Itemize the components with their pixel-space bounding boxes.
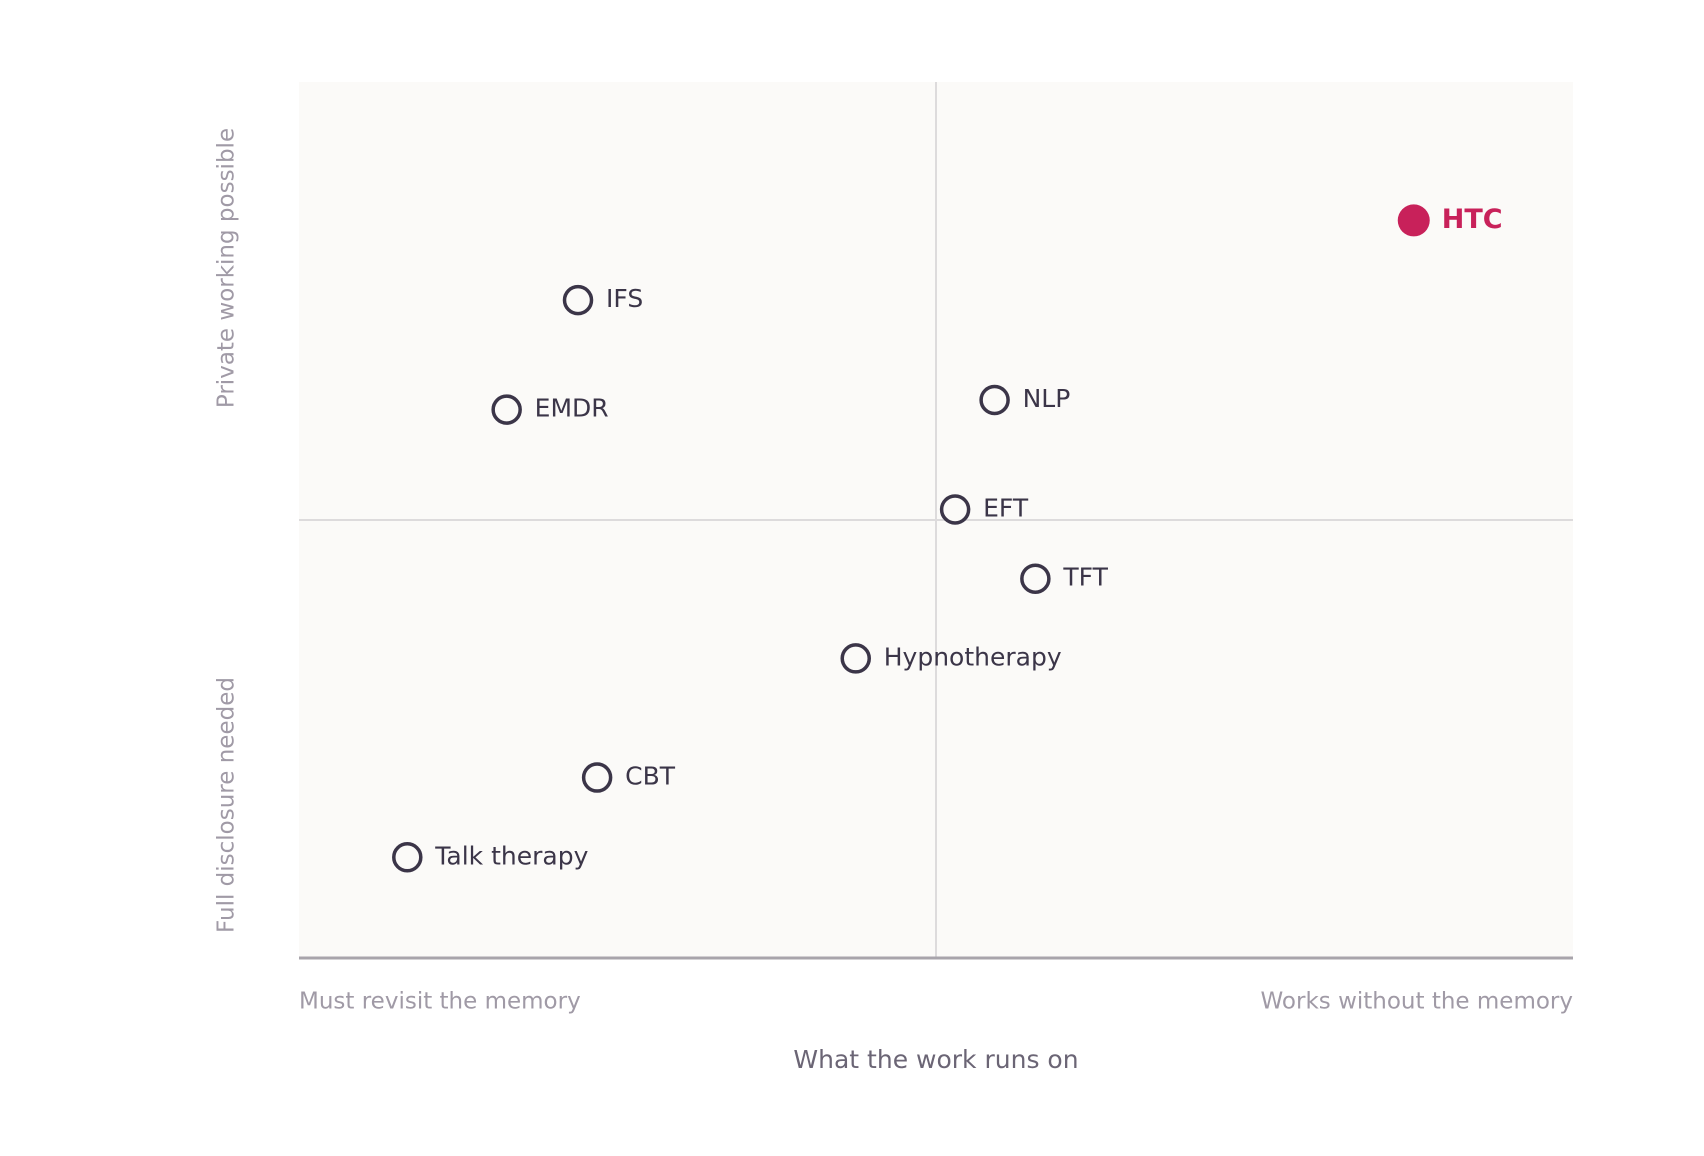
point-label: Talk therapy xyxy=(434,841,588,870)
x-high-label: Works without the memory xyxy=(1261,989,1573,1015)
point-label: CBT xyxy=(625,762,676,791)
x-low-label: Must revisit the memory xyxy=(299,989,581,1015)
point xyxy=(840,643,871,674)
point-label: Hypnotherapy xyxy=(884,642,1062,671)
point xyxy=(979,384,1010,416)
point-label: EMDR xyxy=(535,394,609,423)
point xyxy=(1397,204,1430,237)
point xyxy=(491,394,522,425)
point xyxy=(1020,563,1051,594)
point-label: NLP xyxy=(1023,384,1071,413)
point-label: IFS xyxy=(606,284,643,313)
point-label: EFT xyxy=(983,493,1029,522)
y-low-label: Full disclosure needed xyxy=(214,677,240,933)
x-axis-title: What the work runs on xyxy=(793,1045,1078,1074)
point-label: TFT xyxy=(1062,563,1108,592)
point xyxy=(581,762,613,793)
point-label: HTC xyxy=(1442,204,1503,235)
point xyxy=(392,842,423,873)
point xyxy=(562,284,594,316)
y-high-label: Private working possible xyxy=(214,128,240,408)
point xyxy=(939,494,971,525)
